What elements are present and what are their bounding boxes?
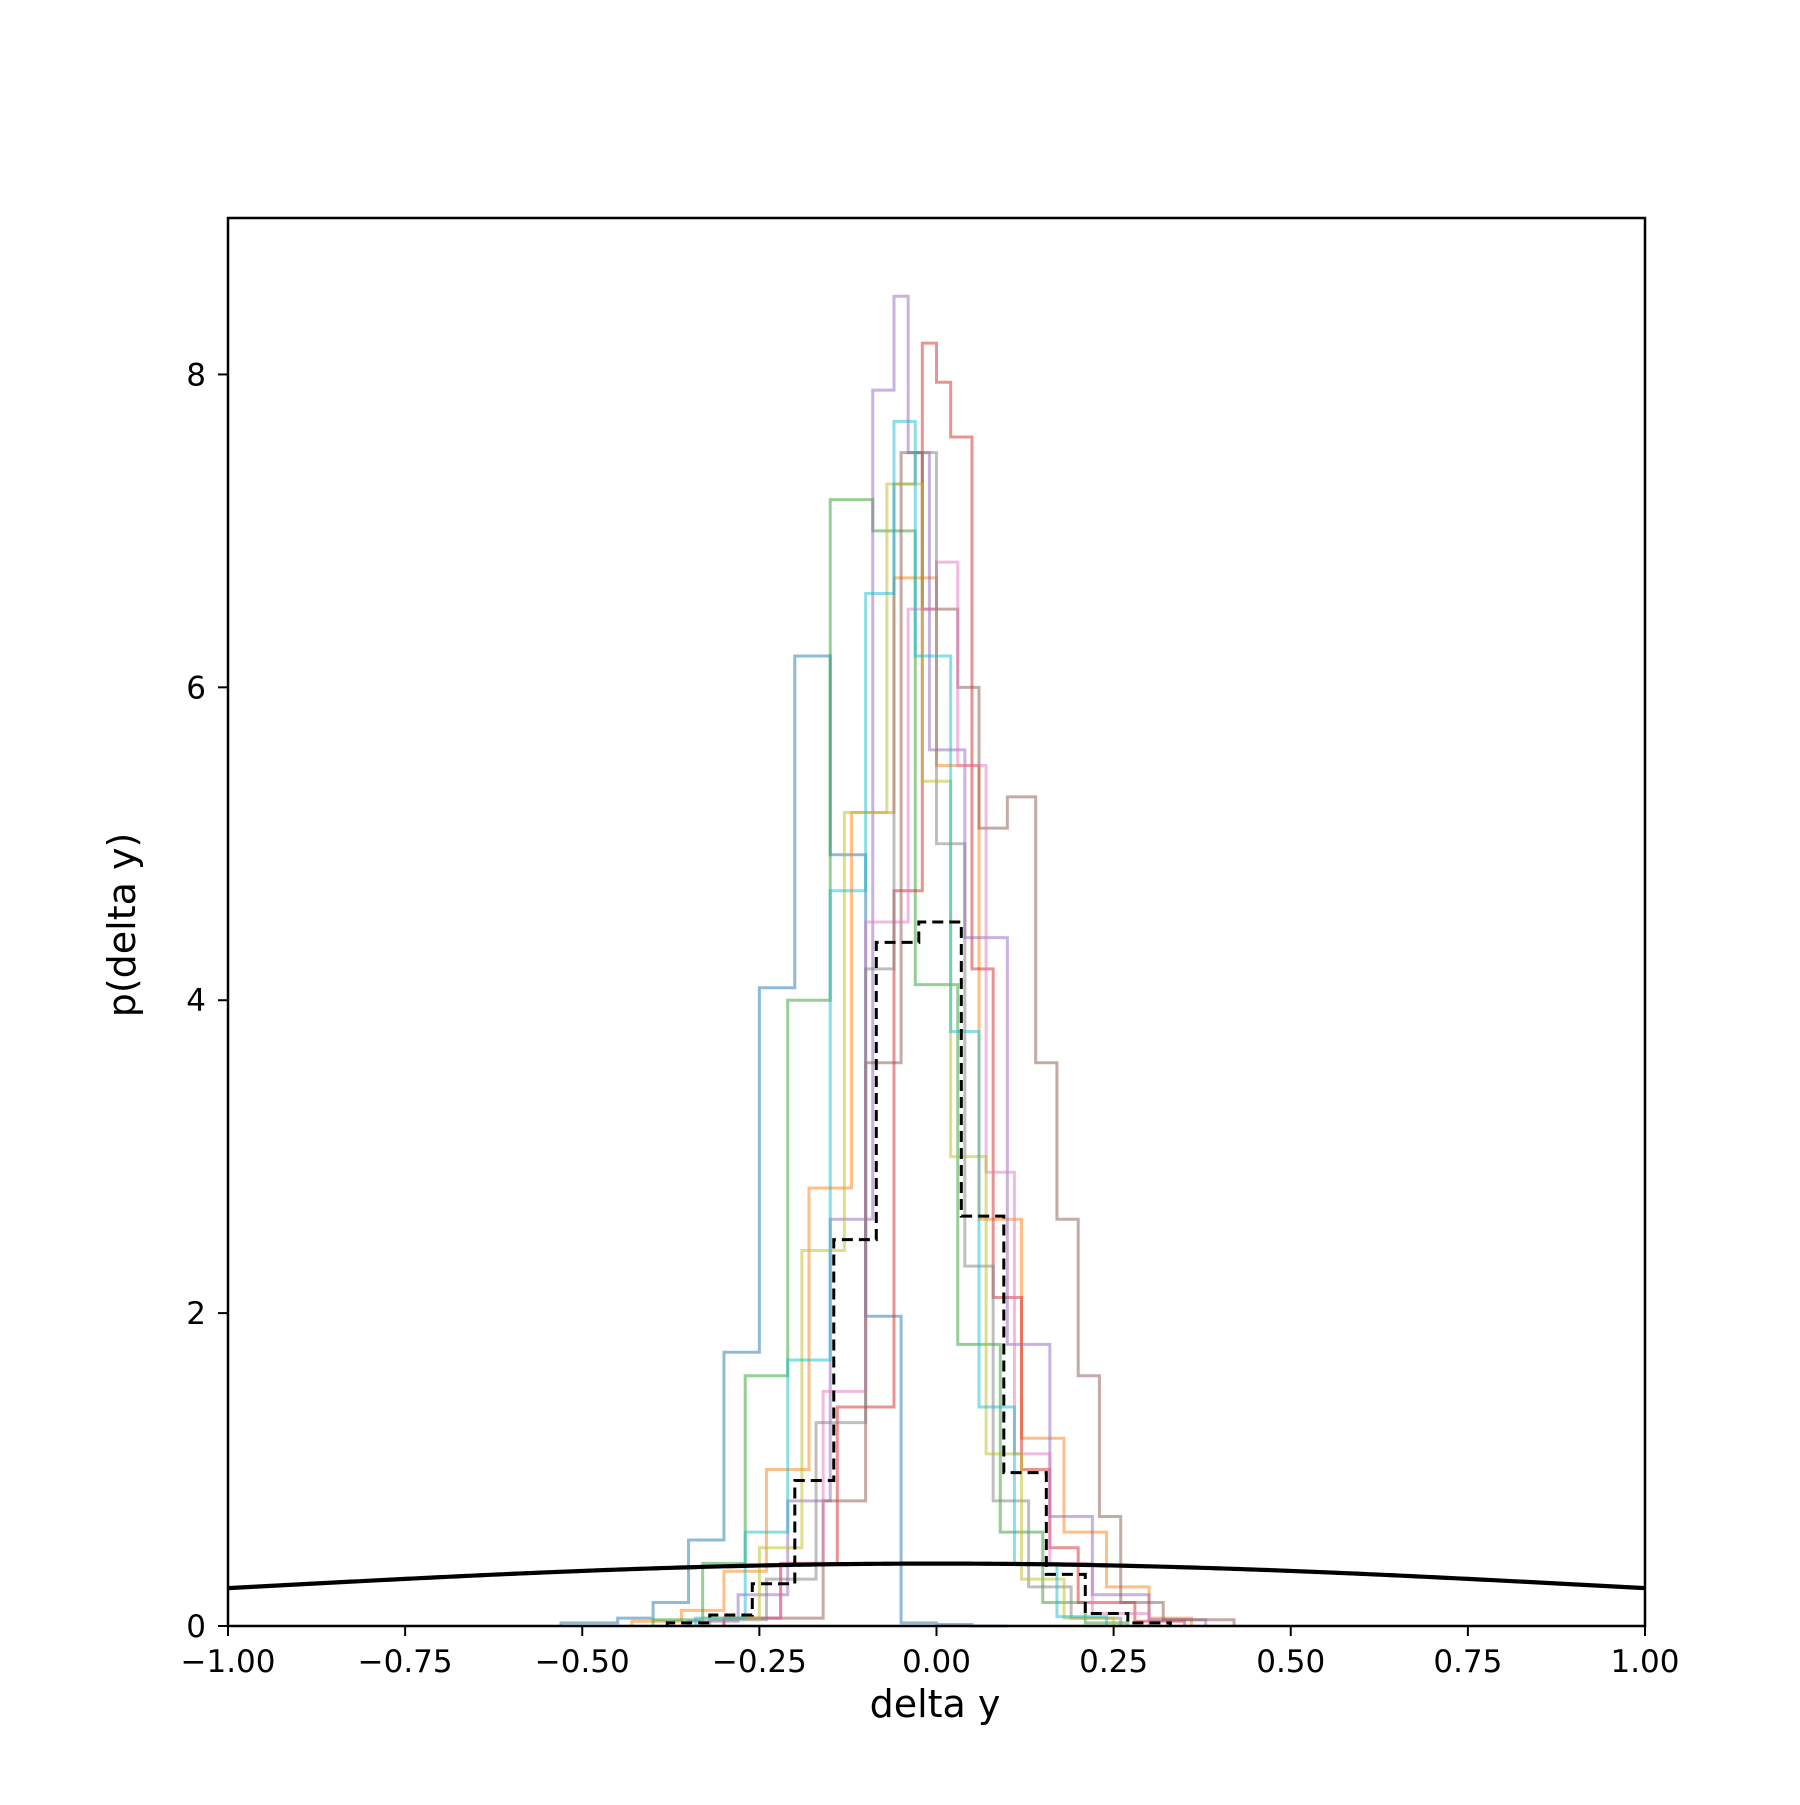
histogram-series-9	[701, 482, 1116, 1626]
histogram-series-4	[722, 341, 1186, 1626]
x-tick-label: 0.75	[1433, 1644, 1502, 1680]
x-tick-label: −0.25	[712, 1644, 807, 1680]
histogram-series-8	[708, 451, 1123, 1626]
x-tick-label: 1.00	[1610, 1644, 1679, 1680]
y-tick-label: 2	[186, 1296, 206, 1332]
y-tick-label: 6	[186, 670, 206, 706]
y-tick-label: 4	[186, 983, 206, 1019]
x-tick-label: 0.25	[1079, 1644, 1148, 1680]
x-tick-label: 0.00	[902, 1644, 971, 1680]
x-tick-label: −1.00	[181, 1644, 276, 1680]
histogram-series-1	[559, 654, 1008, 1628]
series-layer	[227, 294, 1646, 1628]
axes-layer: −1.00 −0.75 −0.50 −0.25 0.00 0.25 0.50 0.75 1.00…	[181, 216, 1680, 1680]
normal-pdf-curve	[227, 1561, 1646, 1591]
x-tick-label: −0.50	[535, 1644, 630, 1680]
x-tick-label: −0.75	[358, 1644, 453, 1680]
x-tick-label: 0.50	[1256, 1644, 1325, 1680]
dashed-histogram-series	[665, 920, 1172, 1626]
y-tick-label: 0	[186, 1609, 206, 1645]
x-axis-title: delta y	[870, 1682, 1001, 1726]
y-tick-label: 8	[186, 357, 206, 393]
y-axis-title: p(delta y)	[100, 833, 144, 1018]
